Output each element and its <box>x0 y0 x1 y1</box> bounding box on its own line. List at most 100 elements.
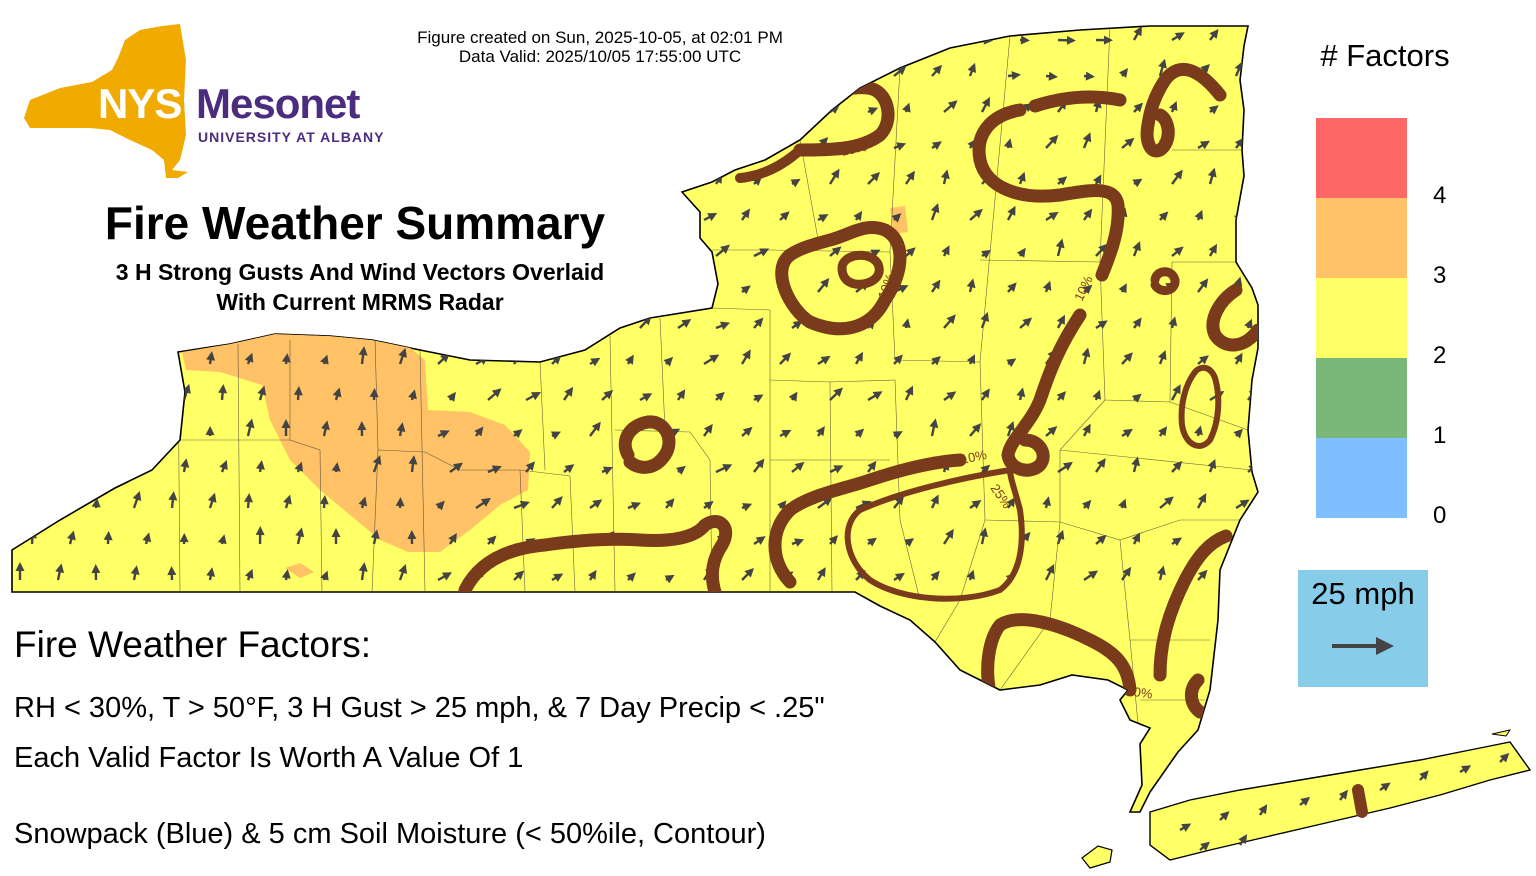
wind-vector-head <box>179 533 189 543</box>
wind-vector-head <box>282 62 292 73</box>
wind-vector <box>334 250 338 257</box>
wind-vector <box>296 249 302 257</box>
wind-vector-head <box>103 531 113 541</box>
wind-vector-head <box>739 67 749 78</box>
wind-vector-head <box>395 497 405 507</box>
wind-vector <box>30 533 34 545</box>
wind-vector-head <box>29 238 39 249</box>
wind-vector-head <box>759 248 770 257</box>
logo-nys: NYS <box>98 80 182 127</box>
wind-vector <box>68 318 74 329</box>
wind-vector-head <box>550 136 559 147</box>
contour-label: 10% <box>578 531 605 548</box>
wind-vector-head <box>946 314 956 325</box>
wind-vector <box>551 68 562 77</box>
wind-vector-head <box>931 355 941 366</box>
contour-adk-big <box>972 103 1125 282</box>
wind-vector-head <box>867 460 877 471</box>
wind-vector-head <box>489 169 499 180</box>
wind-vector-head <box>219 459 228 470</box>
wind-vector-head <box>1047 426 1058 436</box>
wind-vector-head <box>1244 318 1253 329</box>
wind-vector-head <box>1233 567 1242 578</box>
wind-vector-head <box>1173 169 1183 180</box>
wind-vector-head <box>104 26 114 34</box>
wind-vector <box>513 66 523 77</box>
wind-vector-head <box>219 27 228 38</box>
wind-vector-head <box>1081 499 1092 510</box>
wind-vector-head <box>1207 459 1217 470</box>
wind-vector-head <box>779 134 788 145</box>
wind-vector-head <box>853 210 863 221</box>
wind-vector-head <box>294 461 303 472</box>
wind-vector <box>56 69 61 77</box>
wind-vector-head <box>662 139 672 150</box>
wind-vector-head <box>1132 178 1143 188</box>
wind-vector-head <box>530 392 542 401</box>
wind-vector-head <box>742 349 751 360</box>
wind-vector-head <box>207 60 217 71</box>
wind-vector-head <box>627 142 638 151</box>
wind-vector-head <box>1048 71 1058 81</box>
wind-vector-head <box>1022 317 1033 327</box>
wind-vector-head <box>946 391 957 401</box>
legend-label-2: 2 <box>1433 342 1447 369</box>
wind-vector <box>144 170 149 185</box>
wind-vector-head <box>398 131 407 142</box>
wind-vector-head <box>1131 393 1142 403</box>
wind-vector-head <box>1092 389 1101 400</box>
wind-vector-head <box>480 497 491 507</box>
wind-vector-head <box>833 465 844 474</box>
wind-vector-head <box>168 425 177 436</box>
vector-scale-label: 25 mph <box>1311 576 1415 611</box>
wind-vector-head <box>255 526 265 536</box>
wind-vector-head <box>679 100 689 110</box>
wind-vector-head <box>104 456 114 466</box>
wind-vector-head <box>525 461 535 472</box>
wind-vector <box>600 316 610 329</box>
wind-vector-head <box>485 317 495 328</box>
wind-vector-head <box>550 431 561 440</box>
wind-vector <box>703 285 710 293</box>
wind-vector-head <box>245 418 255 429</box>
wind-vector <box>30 459 36 473</box>
wind-vector <box>1246 31 1252 41</box>
wind-vector-head <box>1198 569 1208 580</box>
legend-label-1: 1 <box>1433 422 1447 449</box>
wind-vector-head <box>257 385 267 396</box>
wind-vector-head <box>1499 752 1510 763</box>
wind-vector <box>791 105 799 113</box>
wind-vector-head <box>1172 384 1181 395</box>
wind-vector-head <box>1083 208 1093 219</box>
wind-vector-head <box>358 562 368 572</box>
wind-vector <box>601 103 614 113</box>
factor-3-region-west <box>182 334 530 552</box>
page-title: Fire Weather Summary <box>104 197 606 249</box>
wind-vector-head <box>1208 243 1217 254</box>
wind-vector-head <box>788 391 798 402</box>
wind-vector <box>94 137 102 149</box>
wind-vector-head <box>901 318 911 328</box>
wind-vector-head <box>981 388 990 399</box>
wind-vector <box>220 322 225 329</box>
wind-vector-head <box>746 138 757 148</box>
wind-vector-head <box>91 564 101 574</box>
wind-vector <box>18 500 23 509</box>
wind-vector-head <box>553 496 563 506</box>
wind-vector <box>132 353 137 365</box>
wind-vector-head <box>293 386 303 396</box>
wind-vector-head <box>1021 531 1031 542</box>
wind-vector-head <box>790 178 801 188</box>
wind-vector <box>703 72 711 78</box>
wind-vector-head <box>754 317 764 328</box>
factors-snowpack-note: Snowpack (Blue) & 5 cm Soil Moisture (< … <box>14 818 766 850</box>
wind-vector-head <box>642 393 653 402</box>
wind-vector-head <box>931 141 942 151</box>
wind-vector-head <box>592 499 603 509</box>
wind-vector-head <box>1239 499 1250 509</box>
wind-vector-head <box>408 389 417 400</box>
wind-vector <box>639 176 648 185</box>
wind-vector-head <box>332 387 342 398</box>
wind-vector-head <box>1158 211 1169 221</box>
wind-vector-head <box>817 567 826 578</box>
